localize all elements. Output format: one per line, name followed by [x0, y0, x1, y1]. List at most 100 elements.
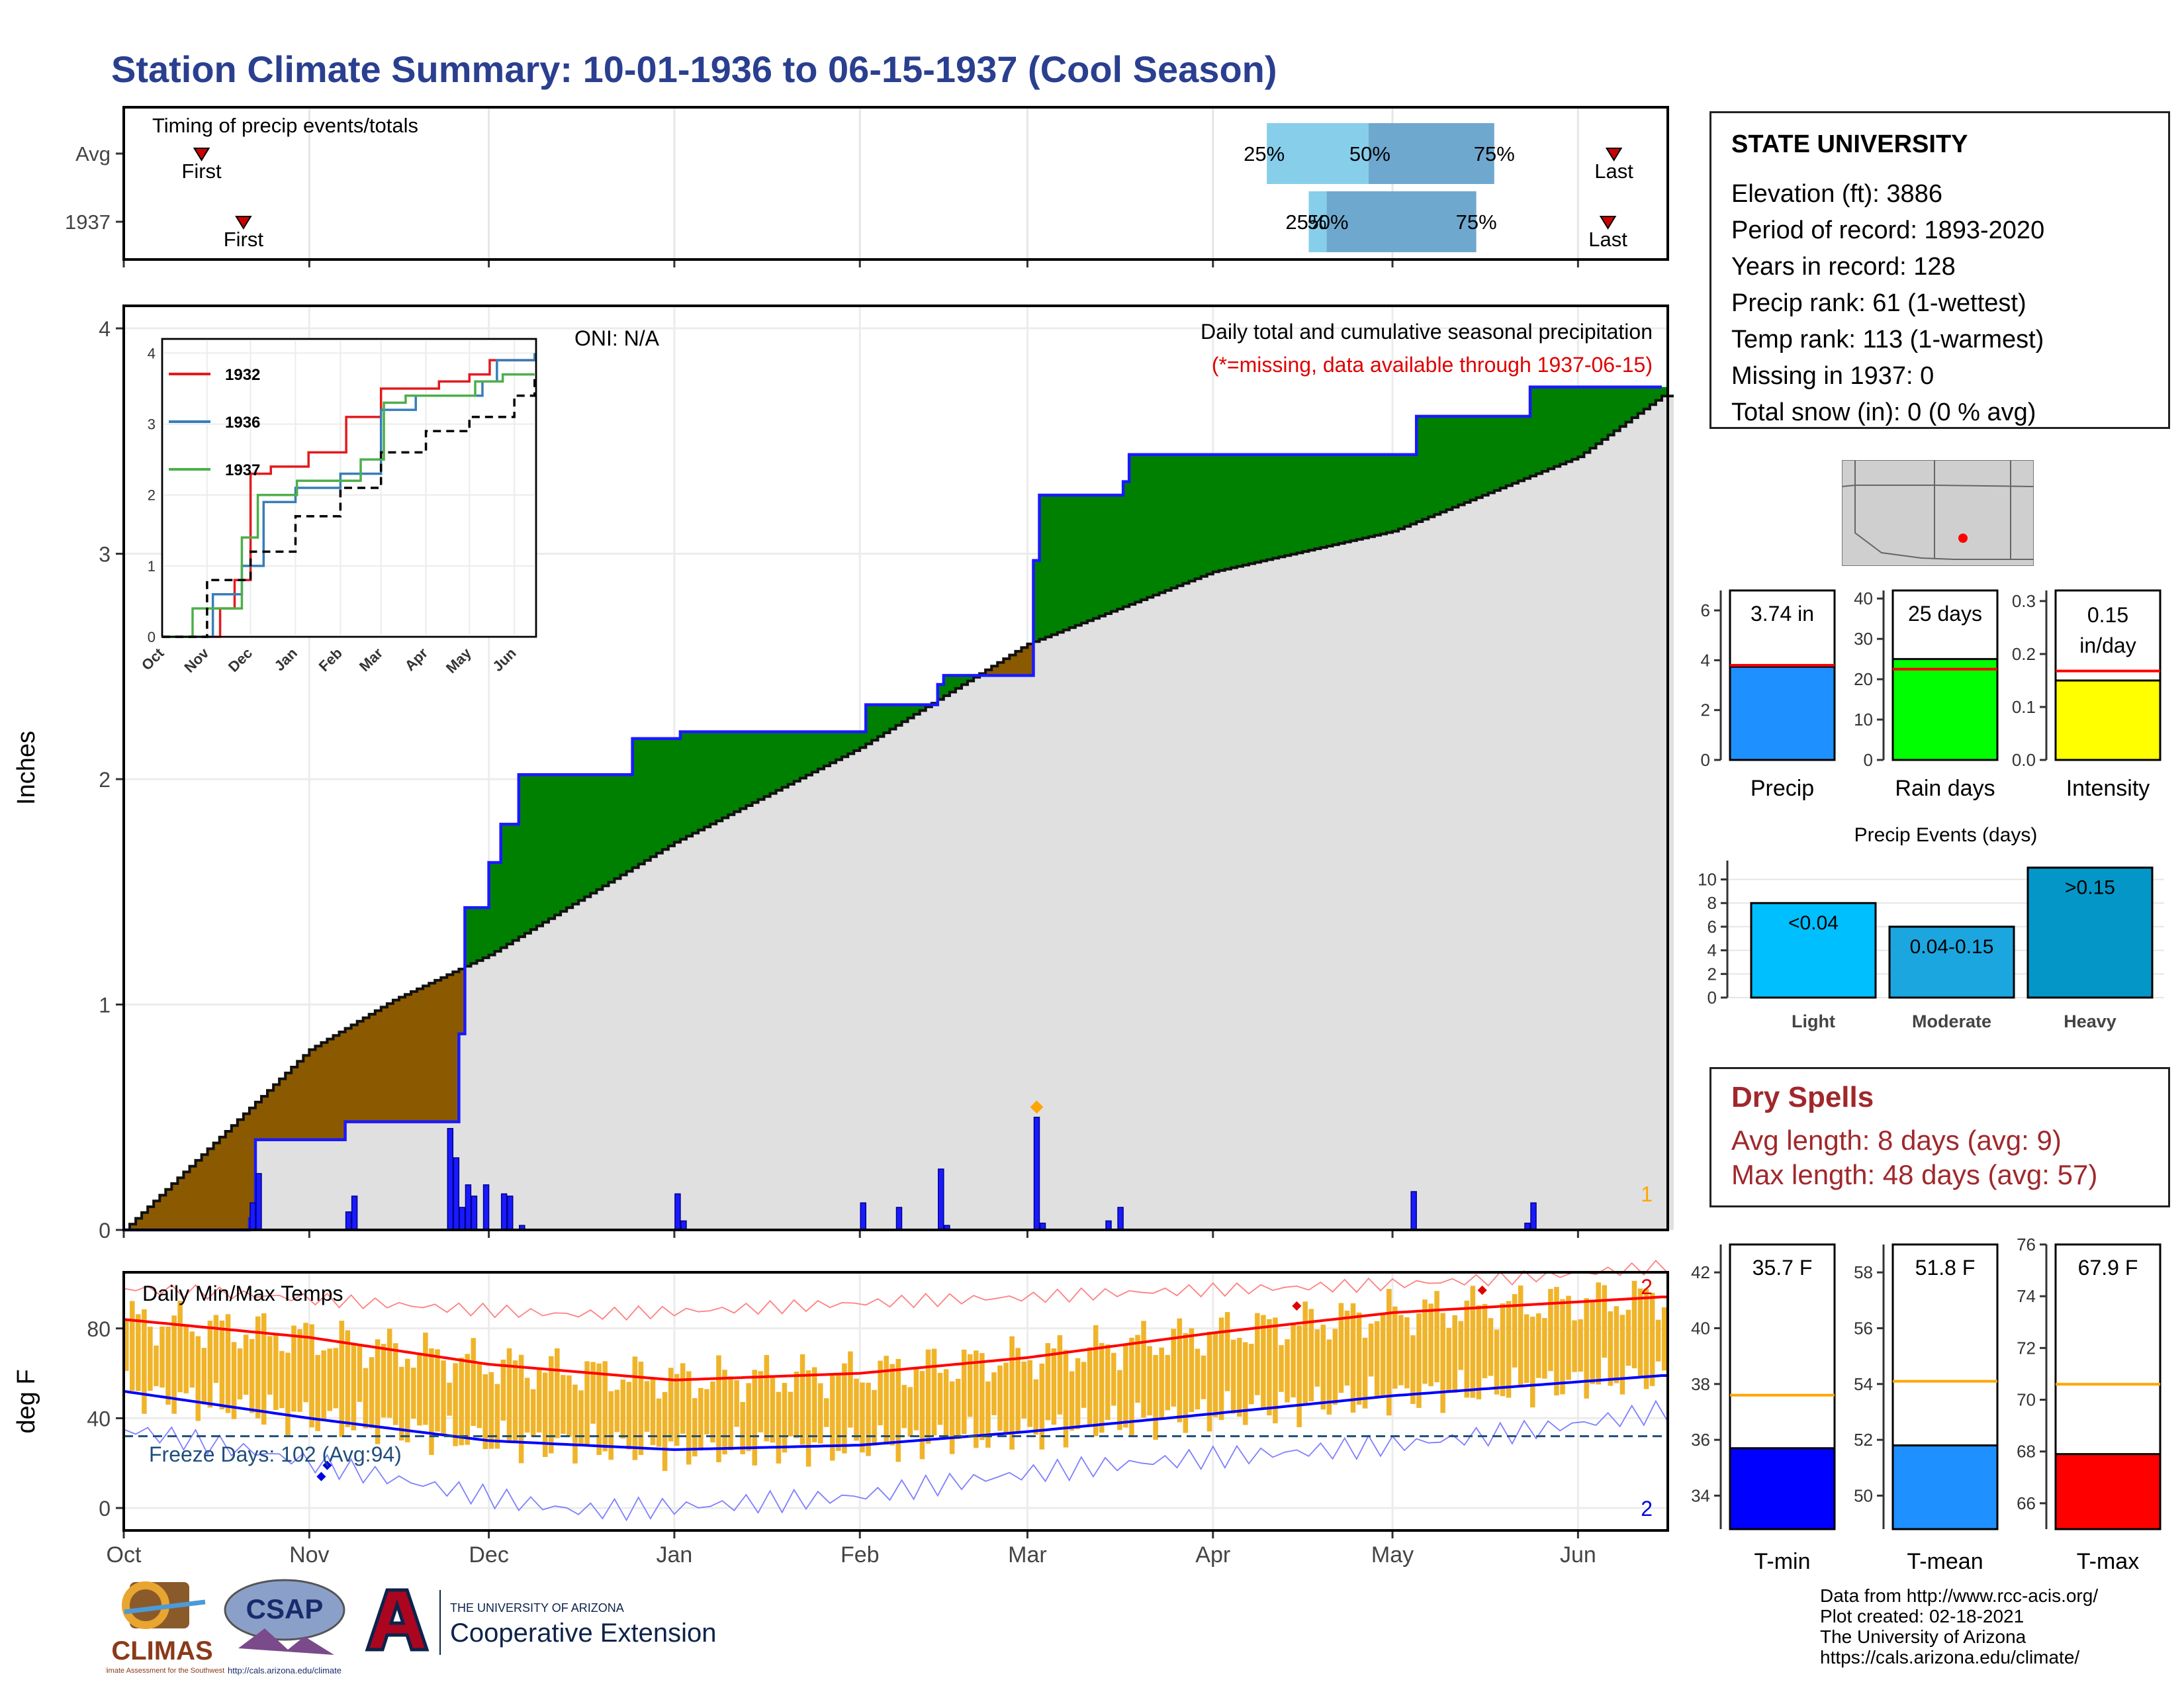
- daily-temp-bar: [1314, 1329, 1320, 1387]
- deficit-area: [201, 1154, 208, 1230]
- surplus-area: [1584, 387, 1591, 453]
- bar-name-label: T-mean: [1907, 1549, 1983, 1574]
- surplus-area: [937, 684, 944, 700]
- daily-temp-bar: [1230, 1339, 1236, 1414]
- surplus-area: [1356, 454, 1363, 539]
- daily-temp-bar: [1554, 1287, 1559, 1396]
- deficit-area: [130, 1224, 136, 1230]
- surplus-area: [1536, 387, 1543, 474]
- inset-ytick-label: 3: [148, 416, 156, 433]
- deficit-area: [398, 997, 406, 1122]
- surplus-area: [1320, 454, 1328, 548]
- daily-temp-bar: [584, 1361, 590, 1447]
- precip-desc: Daily total and cumulative seasonal prec…: [1201, 320, 1653, 344]
- timing-bar-late: [1368, 123, 1494, 184]
- bar-ytick-label: 52: [1854, 1430, 1873, 1450]
- surplus-area: [1075, 495, 1082, 626]
- surplus-area: [650, 738, 657, 857]
- daily-temp-bar: [279, 1350, 285, 1409]
- bar-ytick-label: 0: [1701, 750, 1710, 770]
- surplus-area: [872, 704, 878, 741]
- surplus-area: [1392, 454, 1399, 532]
- daily-temp-bar: [297, 1329, 302, 1412]
- daily-temp-bar: [1069, 1371, 1075, 1431]
- surplus-area: [692, 731, 699, 833]
- surplus-area: [555, 774, 561, 915]
- daily-temp-bar: [183, 1326, 189, 1393]
- deficit-area: [417, 988, 424, 1122]
- surplus-area: [614, 774, 621, 879]
- daily-temp-bar: [1021, 1361, 1026, 1419]
- deficit-area: [991, 666, 998, 676]
- surplus-area: [817, 731, 825, 769]
- daily-temp-bar: [1578, 1319, 1583, 1372]
- bar-value-label: in/day: [2079, 633, 2136, 657]
- record-max-line: [123, 1259, 1668, 1321]
- daily-temp-bar: [1033, 1379, 1039, 1435]
- bar-ytick-label: 30: [1854, 629, 1873, 649]
- daily-temp-bar: [686, 1371, 692, 1465]
- surplus-area: [674, 738, 681, 843]
- daily-temp-bar: [219, 1320, 225, 1410]
- ua-line2: Cooperative Extension: [450, 1618, 716, 1648]
- daily-temp-bar: [1500, 1303, 1506, 1397]
- daily-temp-bar: [512, 1360, 518, 1442]
- events-ytick-label: 0: [1707, 988, 1717, 1008]
- daily-temp-bar: [794, 1372, 799, 1438]
- daily-temp-bar: [398, 1366, 404, 1441]
- daily-temp-bar: [572, 1384, 578, 1464]
- deficit-area: [423, 986, 430, 1122]
- surplus-area: [1404, 454, 1411, 527]
- surplus-area: [1063, 495, 1070, 630]
- surplus-area: [782, 731, 789, 788]
- daily-temp-bar: [1428, 1303, 1433, 1387]
- surplus-area: [722, 731, 729, 818]
- daily-temp-bar: [429, 1348, 434, 1455]
- surplus-area: [1518, 416, 1525, 481]
- deficit-area: [357, 1021, 364, 1122]
- deficit-area: [165, 1189, 172, 1230]
- deficit-area: [219, 1137, 226, 1230]
- timing-first-label: First: [181, 160, 222, 183]
- daily-bar: [465, 1184, 472, 1231]
- surplus-area: [1368, 454, 1375, 537]
- daily-temp-bar: [590, 1362, 596, 1424]
- surplus-area: [1440, 416, 1447, 512]
- surplus-area: [1165, 454, 1172, 590]
- events-bar-label: 0.04-0.15: [1910, 936, 1994, 958]
- temps-xtick-label: Jan: [657, 1542, 693, 1568]
- surplus-area: [1494, 416, 1501, 491]
- daily-temp-bar: [782, 1383, 788, 1453]
- surplus-area: [549, 774, 555, 919]
- surplus-area: [536, 774, 543, 926]
- daily-temp-bar: [1159, 1347, 1164, 1418]
- events-bar-label: <0.04: [1788, 912, 1839, 934]
- surplus-area: [572, 774, 579, 904]
- credit-date: Plot created: 02-18-2021: [1820, 1606, 2025, 1626]
- daily-temp-bar: [369, 1357, 375, 1429]
- surplus-area: [764, 731, 771, 797]
- daily-temp-bar: [405, 1358, 410, 1442]
- bar-value-label: 0.15: [2087, 603, 2128, 627]
- avg-min-line: [123, 1374, 1668, 1451]
- surplus-area: [1236, 454, 1244, 567]
- bar-name-label: T-max: [2077, 1549, 2139, 1574]
- daily-temp-bar: [1458, 1321, 1464, 1370]
- daily-temp-bar: [1637, 1288, 1643, 1377]
- daily-temp-bar: [1608, 1311, 1614, 1386]
- daily-temp-bar: [542, 1372, 548, 1458]
- timing-last-label: Last: [1588, 228, 1627, 251]
- deficit-area: [237, 1119, 244, 1230]
- surplus-area: [1189, 454, 1196, 581]
- bar-ytick-label: 50: [1854, 1485, 1873, 1505]
- surplus-area: [1631, 387, 1639, 418]
- daily-temp-bar: [866, 1382, 871, 1456]
- deficit-area: [997, 662, 1004, 676]
- daily-temp-bar: [1440, 1313, 1445, 1413]
- daily-temp-bar: [1212, 1332, 1218, 1417]
- daily-temp-bar: [1625, 1309, 1631, 1366]
- daily-temp-bar: [1147, 1346, 1152, 1416]
- surplus-area: [644, 738, 651, 861]
- bar-ytick-label: 40: [1691, 1318, 1710, 1338]
